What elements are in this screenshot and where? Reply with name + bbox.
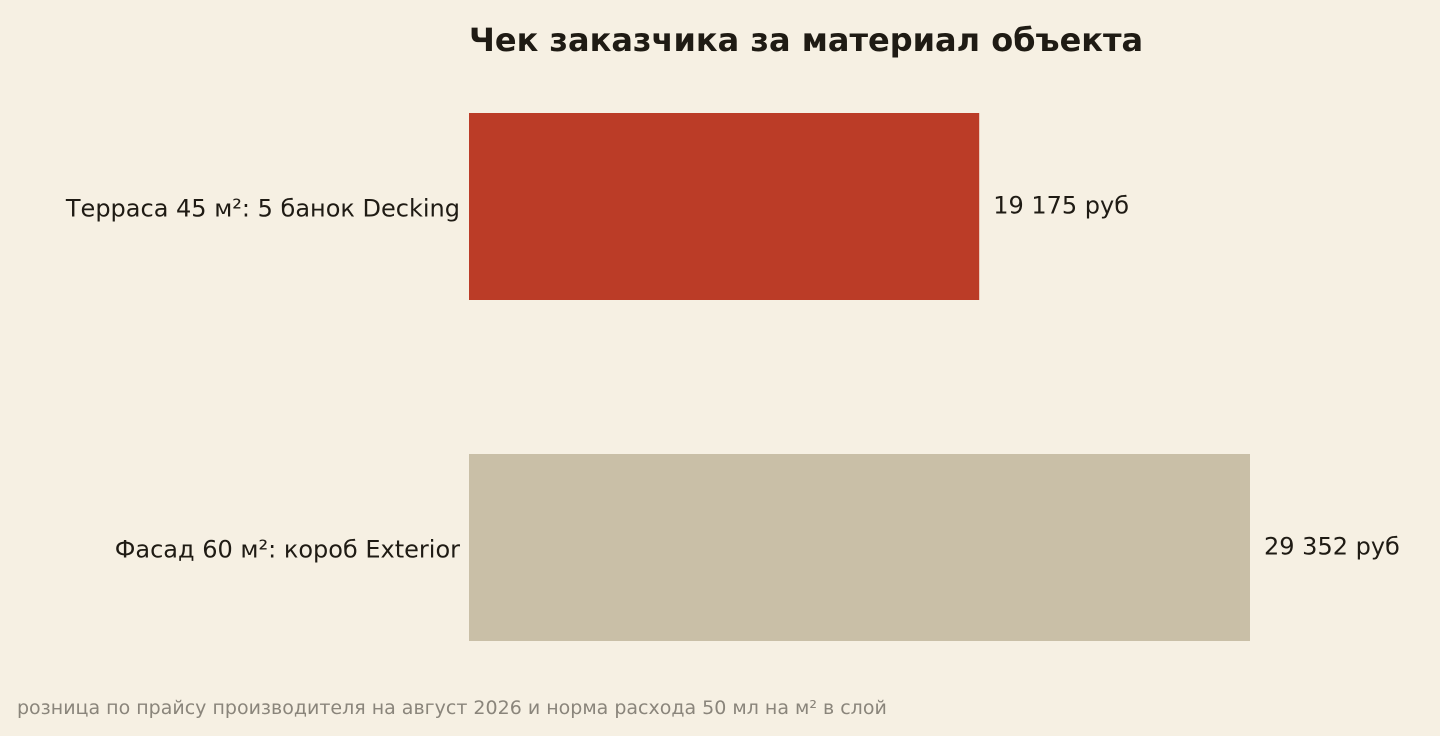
chart-footnote: розница по прайсу производителя на авгус… [17,697,887,719]
bars-group: Терраса 45 м²: 5 банок Decking 19 175 руб… [65,113,1400,641]
chart-title: Чек заказчика за материал объекта [469,21,1143,59]
value-label-1: 19 175 руб [993,192,1129,220]
bar-1 [469,113,980,300]
category-label-1: Терраса 45 м²: 5 банок Decking [65,195,460,223]
value-label-2: 29 352 руб [1264,533,1400,561]
bar-2 [469,454,1250,641]
category-label-2: Фасад 60 м²: короб Exterior [115,536,460,564]
